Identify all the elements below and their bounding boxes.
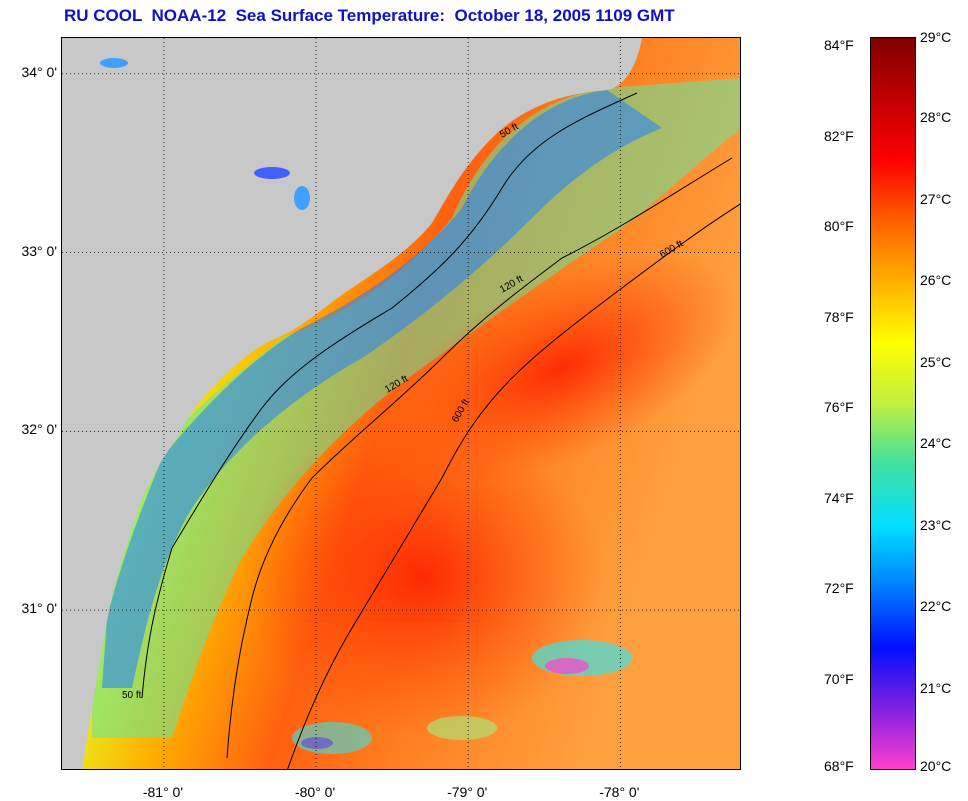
colorbar-fahrenheit-label: 84°F <box>824 37 854 54</box>
longitude-label: -80° 0' <box>294 784 336 800</box>
land-mass <box>62 38 642 769</box>
colorbar-celsius-label: 21°C <box>920 679 952 696</box>
colorbar-celsius-label: 25°C <box>920 353 952 370</box>
colorbar-celsius-label: 24°C <box>920 435 952 452</box>
colorbar-celsius-label: 28°C <box>920 109 952 126</box>
colorbar-fahrenheit-label: 70°F <box>824 670 854 687</box>
colorbar-fahrenheit-label: 76°F <box>824 399 854 416</box>
colorbar-celsius-label: 22°C <box>920 598 952 615</box>
contour-50ft <box>141 92 638 699</box>
cold-coastal-water <box>102 90 662 688</box>
colorbar-celsius-label: 26°C <box>920 272 952 289</box>
cool-nearshore-band <box>92 78 740 738</box>
latitude-label: 33° 0' <box>21 242 57 259</box>
colorbar-fahrenheit-label: 68°F <box>824 758 854 774</box>
colorbar-fahrenheit-label: 82°F <box>824 127 854 144</box>
latitude-label: 32° 0' <box>21 421 57 438</box>
colorbar-fahrenheit-label: 74°F <box>824 489 854 506</box>
contour-120ft <box>226 157 733 759</box>
sst-map: 50 ft 120 ft 600 ft 50 ft 120 ft 600 ft <box>61 37 741 770</box>
cloud-speckles <box>292 640 632 754</box>
latitude-label: 34° 0' <box>21 63 57 80</box>
gulf-stream-band <box>385 253 739 483</box>
inland-water <box>100 58 310 210</box>
colorbar-fahrenheit-label: 78°F <box>824 308 854 325</box>
longitude-label: -81° 0' <box>142 784 184 800</box>
colorbar-fahrenheit-label: 72°F <box>824 580 854 596</box>
longitude-label: -79° 0' <box>447 784 488 800</box>
colorbar-fahrenheit-label: 80°F <box>824 218 854 235</box>
longitude-label: -78° 0' <box>599 784 640 800</box>
depth-contours <box>141 92 740 769</box>
map-gridlines <box>62 38 740 769</box>
colorbar-celsius-label: 23°C <box>920 516 952 533</box>
map-title: RU COOL NOAA-12 Sea Surface Temperature:… <box>64 6 675 25</box>
latitude-label: 31° 0' <box>21 600 57 617</box>
colorbar-celsius-label: 27°C <box>920 190 952 207</box>
contour-label-50ft-south: 50 ft <box>122 690 142 701</box>
contour-600ft <box>287 203 740 769</box>
colorbar-celsius-label: 20°C <box>920 758 952 774</box>
temperature-colorbar <box>870 37 916 770</box>
colorbar-celsius-label: 29°C <box>920 29 952 45</box>
gulf-stream-core <box>242 418 602 738</box>
